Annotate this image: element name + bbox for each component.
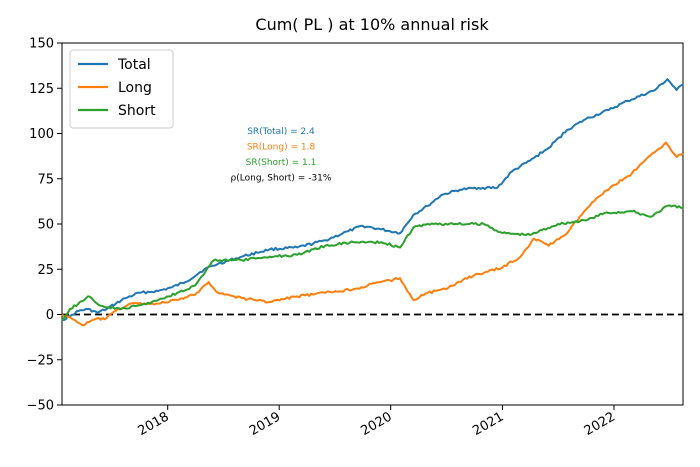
- stat-label: SR(Long) = 1.8: [247, 143, 316, 153]
- y-tick-label: 75: [37, 172, 54, 187]
- series-line-total: [61, 78, 684, 321]
- x-tick-label: 2022: [582, 409, 618, 439]
- series-line-long: [61, 141, 684, 327]
- y-tick-label: 100: [29, 127, 54, 142]
- x-tick-label: 2019: [247, 409, 283, 439]
- legend: Total Long Short: [69, 49, 174, 129]
- stat-label: SR(Total) = 2.4: [247, 127, 315, 137]
- stats-box: SR(Total) = 2.4 SR(Long) = 1.8 SR(Short) =…: [231, 127, 332, 184]
- stat-label: SR(Short) = 1.1: [246, 158, 317, 168]
- legend-label: Total: [117, 57, 151, 73]
- x-tick-label: 2021: [470, 409, 506, 439]
- y-tick-label: 50: [37, 218, 54, 233]
- y-tick-label: 150: [29, 37, 54, 52]
- y-tick-label: 25: [37, 263, 54, 278]
- legend-label: Long: [118, 80, 152, 96]
- legend-frame: [69, 49, 174, 129]
- series-group: [61, 78, 684, 327]
- y-axis: −50 −25 0 25 50 75 100 125 150: [27, 37, 62, 414]
- y-tick-label: 0: [46, 308, 54, 323]
- chart-title: Cum( PL ) at 10% annual risk: [255, 15, 489, 34]
- y-tick-label: −25: [27, 353, 54, 368]
- stat-label: ρ(Long, Short) = -31%: [231, 174, 332, 184]
- series-line-short: [61, 204, 684, 321]
- x-tick-label: 2020: [359, 409, 395, 439]
- x-tick-label: 2018: [136, 409, 172, 439]
- y-tick-label: −50: [27, 399, 54, 414]
- x-axis: 2018 2019 2020 2021 2022: [136, 405, 618, 439]
- y-tick-label: 125: [29, 82, 54, 97]
- legend-label: Short: [118, 103, 156, 119]
